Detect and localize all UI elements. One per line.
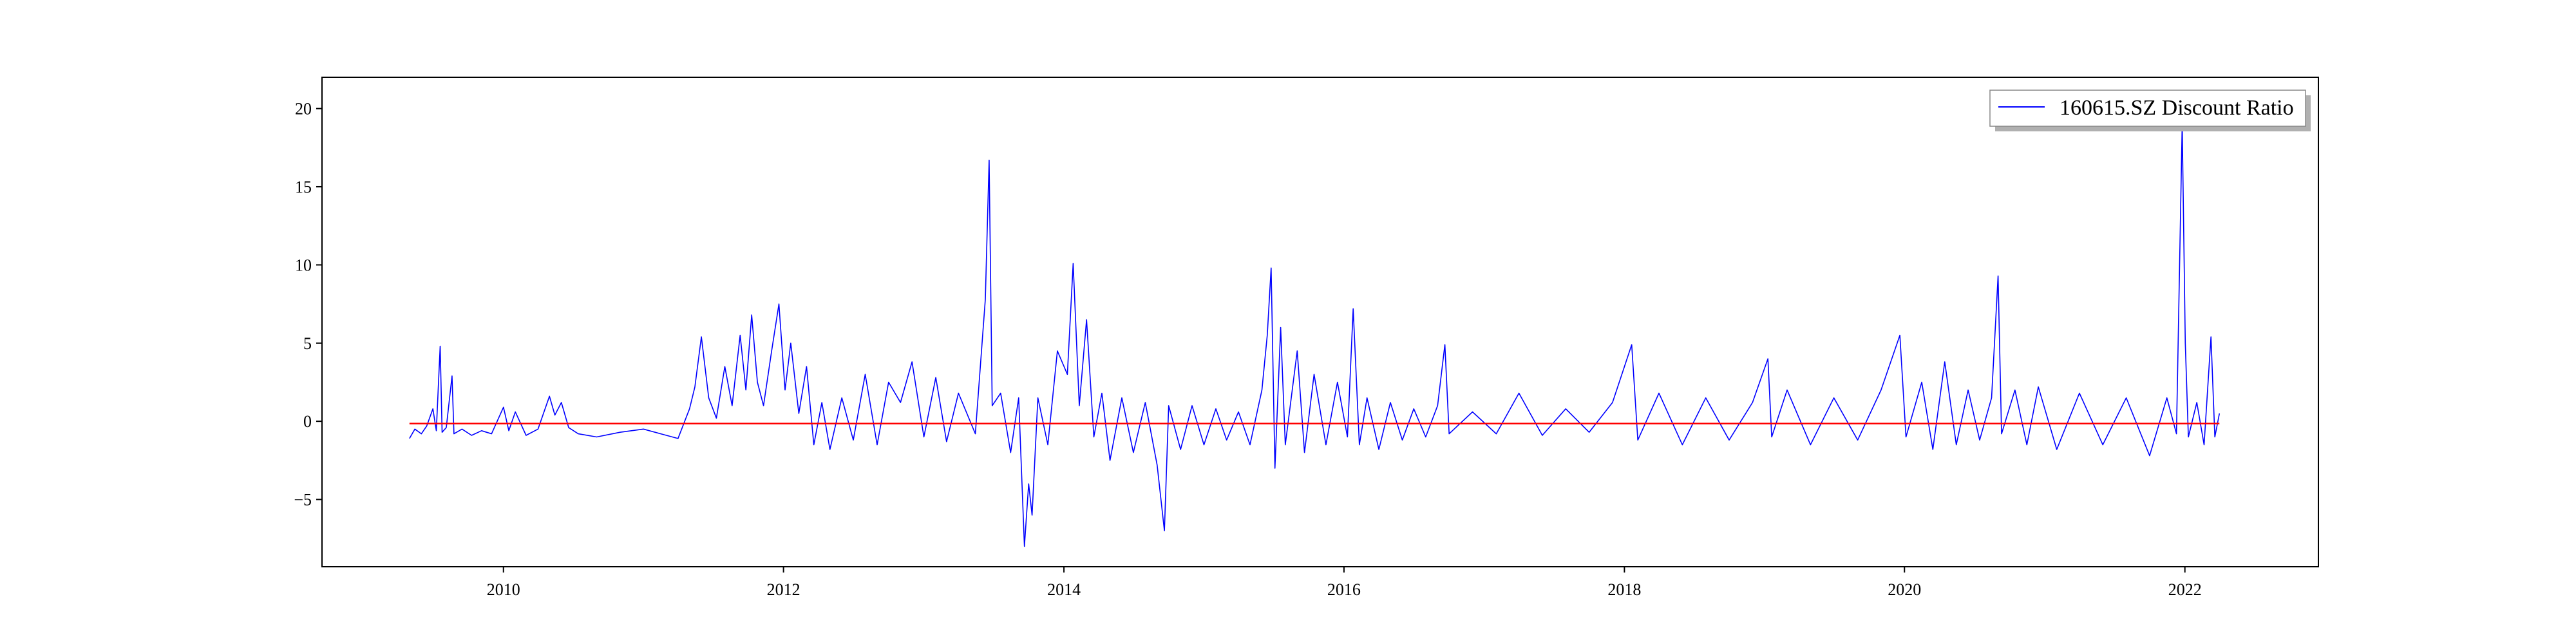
y-tick-label: 15 bbox=[295, 178, 312, 196]
x-axis: 2010 2012 2014 2016 2018 2020 2022 bbox=[487, 567, 2202, 599]
x-tick-label: 2010 bbox=[487, 580, 520, 599]
y-tick-label: 5 bbox=[303, 334, 312, 353]
y-axis: −5 0 5 10 15 20 bbox=[294, 100, 322, 509]
y-tick-label: 20 bbox=[295, 100, 312, 118]
legend-entry-label: 160615.SZ Discount Ratio bbox=[2060, 96, 2294, 120]
legend-box bbox=[1989, 90, 2306, 127]
x-tick-label: 2018 bbox=[1607, 580, 1641, 599]
series-layer bbox=[409, 124, 2221, 547]
x-tick-label: 2012 bbox=[767, 580, 800, 599]
series-discount-ratio-line bbox=[409, 124, 2221, 547]
x-tick-label: 2022 bbox=[2168, 580, 2202, 599]
legend: 160615.SZ Discount Ratio bbox=[1989, 90, 2311, 131]
y-tick-label: 0 bbox=[303, 412, 312, 431]
x-tick-label: 2014 bbox=[1047, 580, 1081, 599]
y-tick-label: −5 bbox=[294, 491, 312, 509]
x-tick-label: 2016 bbox=[1327, 580, 1361, 599]
y-tick-label: 10 bbox=[295, 256, 312, 274]
plot-frame bbox=[321, 77, 2319, 567]
x-tick-label: 2020 bbox=[1888, 580, 1921, 599]
